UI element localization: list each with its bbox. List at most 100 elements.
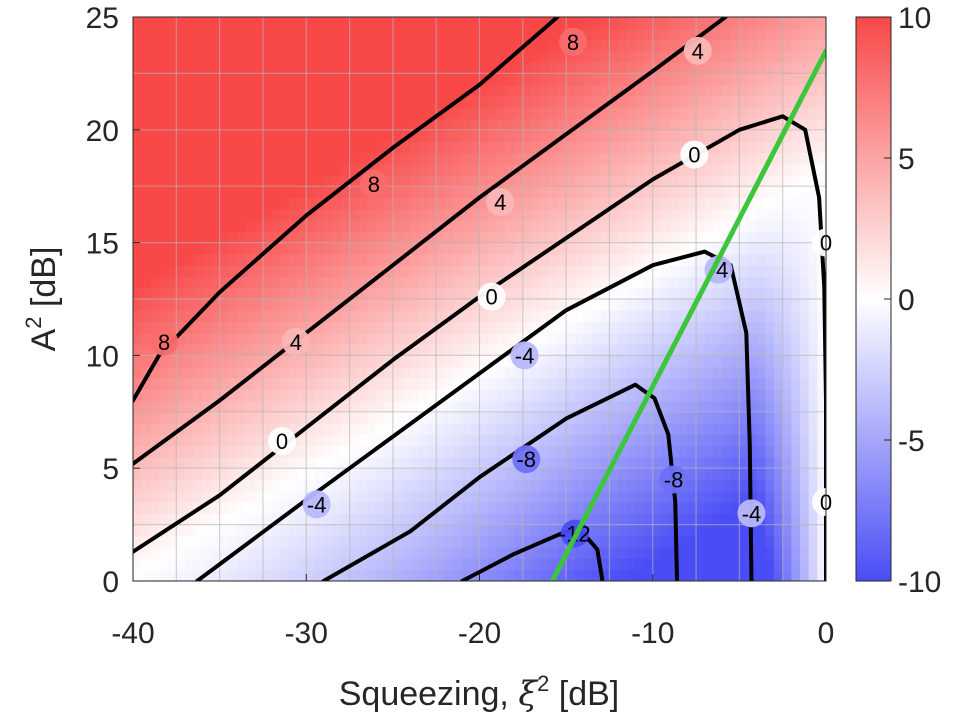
heatmap-cell xyxy=(332,208,342,221)
heatmap-cell xyxy=(418,411,429,424)
heatmap-cell xyxy=(808,377,818,390)
heatmap-cell xyxy=(488,479,498,492)
heatmap-cell xyxy=(574,287,585,300)
heatmap-cell xyxy=(687,445,697,458)
heatmap-cell xyxy=(133,231,143,244)
heatmap-cell xyxy=(514,17,524,29)
heatmap-cell xyxy=(462,141,472,153)
heatmap-cell xyxy=(600,332,611,345)
heatmap-cell xyxy=(808,186,818,199)
heatmap-cell xyxy=(306,242,316,255)
heatmap-cell xyxy=(444,174,455,187)
heatmap-cell xyxy=(210,50,221,63)
heatmap-cell xyxy=(323,400,333,413)
heatmap-cell xyxy=(722,186,732,199)
heatmap-cell xyxy=(254,434,264,447)
heatmap-cell xyxy=(713,62,723,74)
heatmap-cell xyxy=(453,152,463,165)
heatmap-cell xyxy=(583,456,593,469)
heatmap-cell xyxy=(418,129,429,142)
heatmap-cell xyxy=(566,456,576,469)
heatmap-cell xyxy=(401,445,411,458)
heatmap-cell xyxy=(297,366,307,379)
heatmap-cell xyxy=(384,197,394,210)
heatmap-cell xyxy=(314,220,325,232)
heatmap-cell xyxy=(436,321,446,334)
heatmap-cell xyxy=(522,152,533,165)
heatmap-cell xyxy=(791,265,801,278)
heatmap-cell xyxy=(219,569,229,581)
heatmap-cell xyxy=(444,502,455,514)
heatmap-cell xyxy=(696,411,706,424)
heatmap-cell xyxy=(262,377,273,390)
heatmap-cell xyxy=(756,265,766,278)
heatmap-cell xyxy=(800,490,810,503)
heatmap-cell xyxy=(167,220,177,232)
heatmap-cell xyxy=(418,434,429,447)
heatmap-cell xyxy=(522,569,533,581)
heatmap-cell xyxy=(739,73,749,86)
heatmap-cell xyxy=(514,242,524,255)
heatmap-cell xyxy=(687,456,697,469)
heatmap-cell xyxy=(133,535,143,548)
heatmap-cell xyxy=(349,107,359,120)
heatmap-cell xyxy=(271,287,281,300)
heatmap-cell xyxy=(609,479,619,492)
heatmap-cell xyxy=(410,569,420,581)
heatmap-cell xyxy=(791,513,801,526)
heatmap-cell xyxy=(713,174,723,187)
heatmap-cell xyxy=(540,287,550,300)
heatmap-cell xyxy=(297,242,307,255)
heatmap-cell xyxy=(444,411,455,424)
heatmap-cell xyxy=(297,208,307,221)
heatmap-cell xyxy=(791,434,801,447)
heatmap-cell xyxy=(167,152,177,165)
heatmap-cell xyxy=(496,423,507,435)
heatmap-cell xyxy=(401,434,411,447)
heatmap-cell xyxy=(791,490,801,503)
heatmap-cell xyxy=(470,377,481,390)
heatmap-cell xyxy=(410,535,420,548)
heatmap-cell xyxy=(453,547,463,560)
heatmap-cell xyxy=(583,513,593,526)
heatmap-cell xyxy=(375,355,385,368)
heatmap-cell xyxy=(583,174,593,187)
heatmap-cell xyxy=(505,152,515,165)
heatmap-cell xyxy=(375,456,385,469)
heatmap-cell xyxy=(202,95,212,108)
heatmap-cell xyxy=(670,310,680,323)
heatmap-cell xyxy=(505,355,515,368)
heatmap-cell xyxy=(574,310,585,323)
heatmap-cell xyxy=(193,129,203,142)
heatmap-cell xyxy=(271,355,281,368)
heatmap-cell xyxy=(133,73,143,86)
heatmap-cell xyxy=(314,377,325,390)
heatmap-cell xyxy=(323,434,333,447)
heatmap-cell xyxy=(453,490,463,503)
heatmap-cell xyxy=(184,50,195,63)
heatmap-cell xyxy=(531,513,541,526)
heatmap-cell xyxy=(358,321,368,334)
heatmap-cell xyxy=(470,62,481,74)
heatmap-cell xyxy=(384,39,394,52)
heatmap-cell xyxy=(496,468,507,481)
heatmap-cell xyxy=(722,231,732,244)
heatmap-cell xyxy=(739,141,749,153)
heatmap-cell xyxy=(730,299,740,311)
heatmap-cell xyxy=(271,344,281,356)
heatmap-cell xyxy=(800,377,810,390)
heatmap-cell xyxy=(462,73,472,86)
heatmap-cell xyxy=(600,287,611,300)
heatmap-cell xyxy=(392,276,403,289)
heatmap-cell xyxy=(254,423,264,435)
heatmap-cell xyxy=(228,242,238,255)
heatmap-cell xyxy=(210,456,221,469)
heatmap-cell xyxy=(219,287,229,300)
heatmap-cell xyxy=(202,456,212,469)
heatmap-cell xyxy=(687,490,697,503)
heatmap-cell xyxy=(765,445,775,458)
heatmap-cell xyxy=(774,547,784,560)
heatmap-cell xyxy=(566,152,576,165)
heatmap-cell xyxy=(522,208,533,221)
